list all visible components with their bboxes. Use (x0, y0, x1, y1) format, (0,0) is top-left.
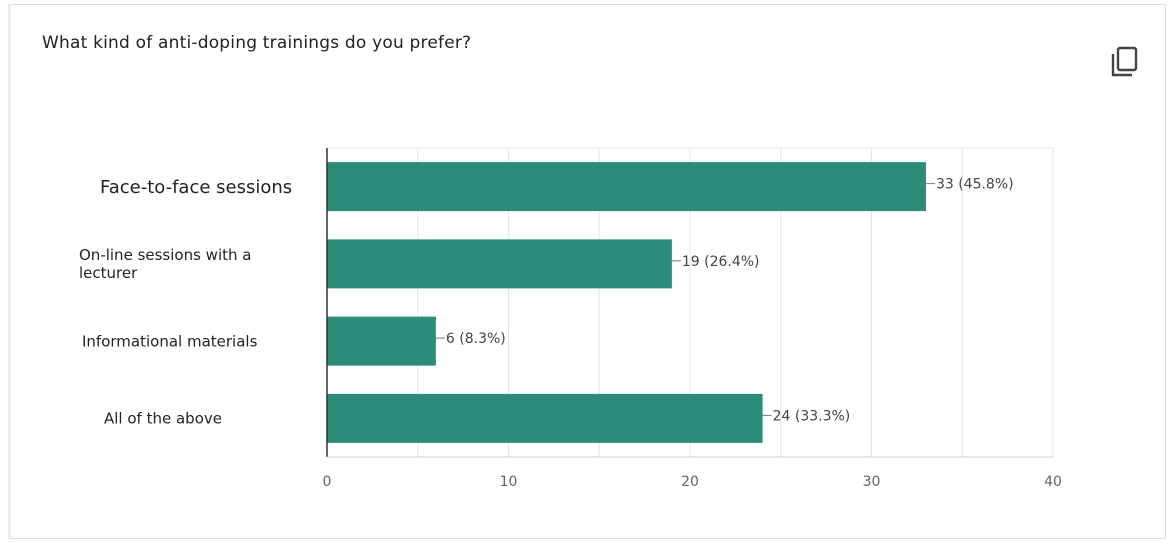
axes: 0 10 20 30 40 (323, 148, 1062, 490)
x-tick-label: 30 (863, 474, 881, 490)
bar[interactable] (327, 239, 672, 289)
category-label: All of the above (104, 410, 222, 428)
copy-icon (1111, 46, 1138, 77)
x-tick-label: 0 (323, 474, 332, 490)
x-tick-label: 40 (1044, 474, 1062, 490)
data-label: 6 (8.3%) (446, 331, 506, 347)
x-tick-label: 10 (500, 474, 518, 490)
data-label: 24 (33.3%) (773, 408, 851, 424)
data-label: 33 (45.8%) (936, 177, 1014, 193)
category-label: Face-to-face sessions (100, 177, 292, 198)
labels: 33 (45.8%) Face-to-face sessions 19 (26.4%… (79, 177, 1014, 428)
bar[interactable] (327, 316, 436, 366)
bar[interactable] (327, 162, 926, 212)
category-label: On-line sessions with a lecturer (79, 246, 251, 282)
card-left-accent (8, 4, 11, 539)
category-label: Informational materials (82, 332, 258, 350)
x-tick-label: 20 (681, 474, 699, 490)
data-label: 19 (26.4%) (682, 254, 760, 270)
question-title: What kind of anti-doping trainings do yo… (42, 33, 472, 53)
copy-chart-button[interactable] (1108, 44, 1142, 80)
bar[interactable] (327, 393, 763, 443)
bars (327, 162, 926, 443)
